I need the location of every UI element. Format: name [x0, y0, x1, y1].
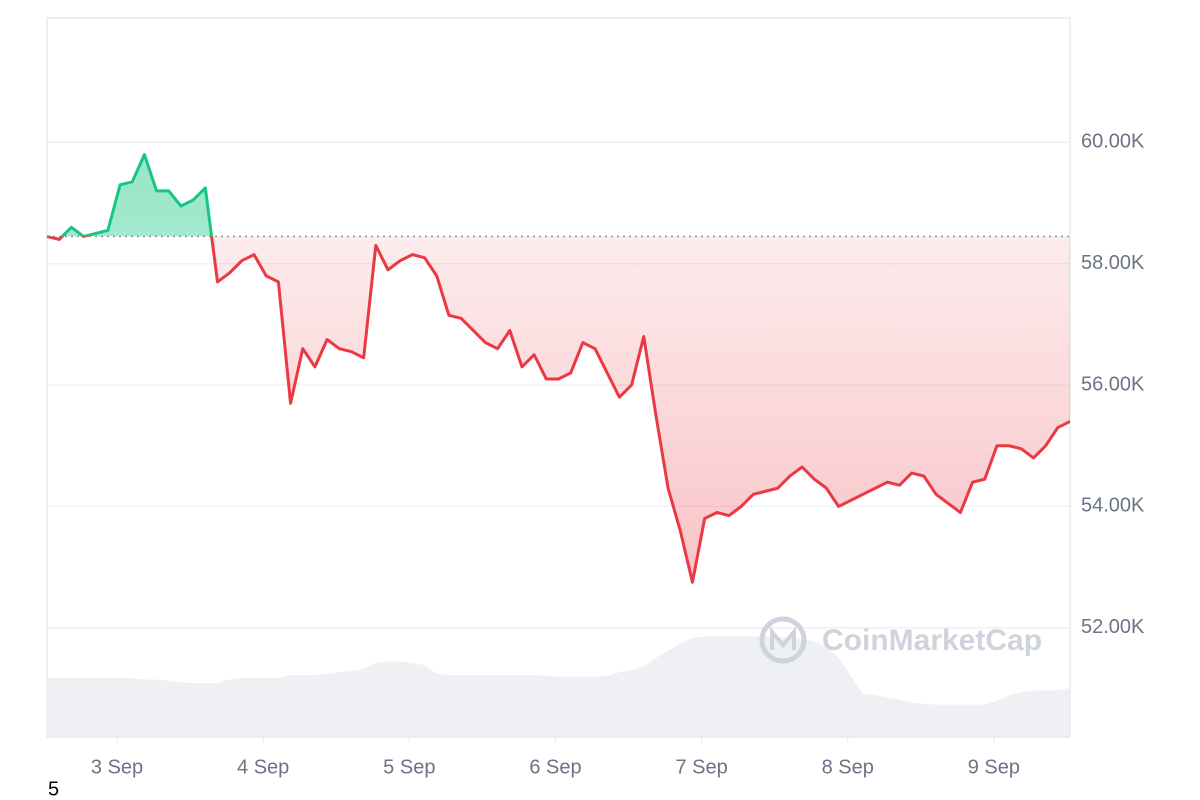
x-tick-label: 9 Sep [968, 756, 1020, 778]
y-tick-label: 56.00K [1081, 373, 1145, 395]
y-tick-label: 54.00K [1081, 495, 1145, 517]
watermark: CoinMarketCap [759, 616, 1042, 664]
y-tick-label: 58.00K [1081, 252, 1145, 274]
y-tick-label: 60.00K [1081, 131, 1145, 153]
x-tick-label: 6 Sep [529, 756, 581, 778]
y-tick-label: 52.00K [1081, 616, 1145, 638]
x-tick-label: 4 Sep [237, 756, 289, 778]
area-up [47, 154, 1070, 237]
x-tick-label: 7 Sep [675, 756, 727, 778]
watermark-text: CoinMarketCap [822, 624, 1042, 657]
volume-area [47, 636, 1070, 737]
x-tick-label: 3 Sep [91, 756, 143, 778]
area-down [47, 236, 1070, 583]
x-tick-label: 8 Sep [822, 756, 874, 778]
price-line-down [47, 236, 1070, 584]
footer-text: 5 [48, 778, 59, 800]
x-tick-label: 5 Sep [383, 756, 435, 778]
